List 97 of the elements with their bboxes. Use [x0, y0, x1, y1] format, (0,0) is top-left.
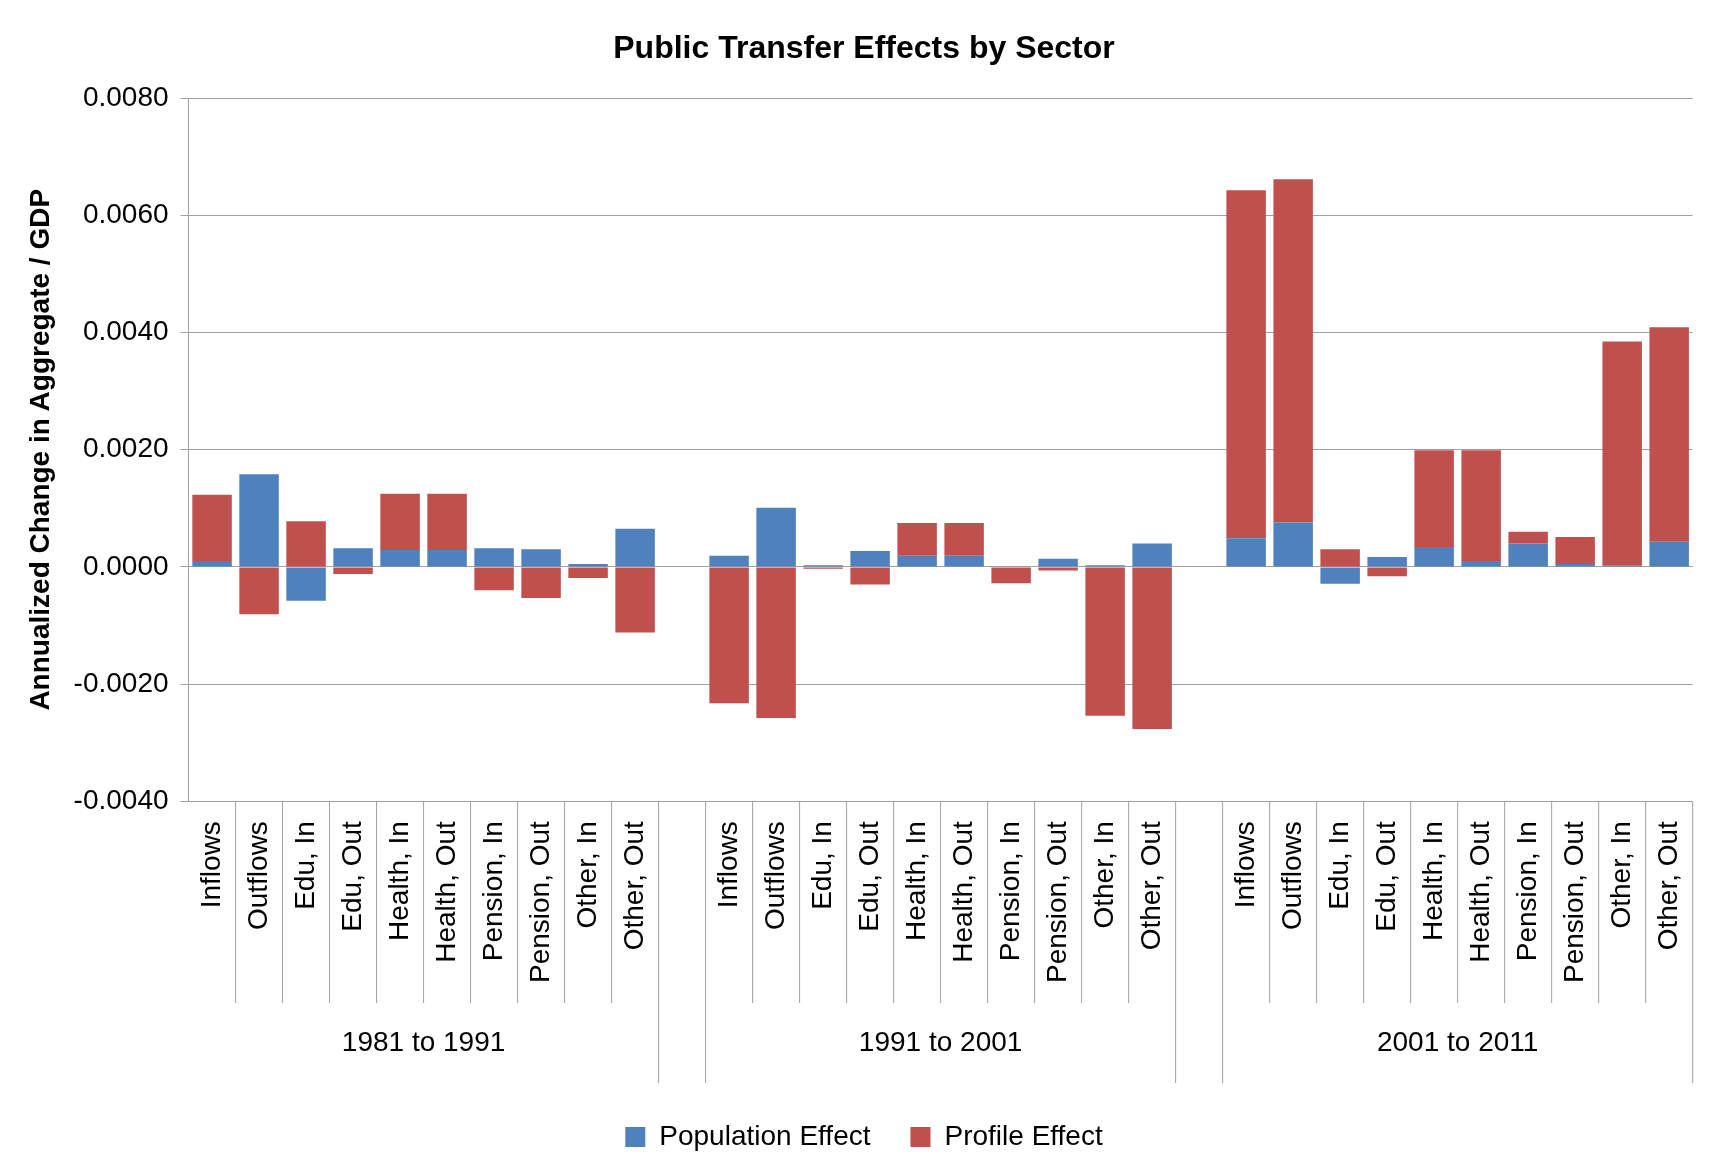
bar — [380, 549, 420, 567]
bar — [1367, 567, 1407, 577]
bar — [1649, 541, 1689, 567]
x-tick-label: Inflows — [711, 821, 743, 909]
x-tick-label: Inflows — [194, 821, 226, 909]
x-tick-label: Other, Out — [1651, 820, 1683, 951]
x-tick-label: Pension, Out — [1557, 820, 1589, 983]
bar — [756, 567, 796, 718]
x-tick-label: Health, In — [382, 821, 414, 941]
bar — [521, 567, 561, 598]
bar — [1273, 522, 1313, 567]
bar — [897, 522, 937, 556]
bar — [474, 548, 514, 567]
bar — [1461, 561, 1501, 567]
x-tick-label: Pension, Out — [523, 820, 555, 983]
bar — [239, 567, 279, 615]
x-tick-label: Outflows — [241, 821, 273, 931]
bar — [427, 549, 467, 567]
x-tick-label: Edu, Out — [852, 820, 884, 932]
x-tick-label: Health, Out — [1463, 820, 1495, 963]
x-tick-label: Other, Out — [1134, 820, 1166, 951]
x-tick-label: Edu, Out — [335, 820, 367, 932]
bar — [568, 567, 608, 579]
bar — [944, 522, 984, 556]
bar — [1367, 556, 1407, 567]
bar — [897, 555, 937, 567]
x-tick-label: Edu, In — [1322, 821, 1354, 910]
x-tick-label: Edu, In — [288, 821, 320, 910]
bar — [709, 555, 749, 567]
bar — [615, 528, 655, 567]
legend-label: Profile Effect — [944, 1119, 1103, 1151]
y-tick-label: 0.0080 — [82, 81, 169, 113]
bar — [756, 507, 796, 567]
bar — [1320, 549, 1360, 567]
x-tick-label: Outflows — [1275, 821, 1307, 931]
bar — [474, 567, 514, 591]
x-tick-label: Other, Out — [617, 820, 649, 951]
bar — [1649, 327, 1689, 542]
bar — [286, 567, 326, 601]
x-tick-label: Pension, Out — [1040, 820, 1072, 983]
y-tick-label: -0.0040 — [73, 783, 169, 815]
x-tick-label: Pension, In — [1510, 821, 1542, 962]
x-tick-label: Pension, In — [993, 821, 1025, 962]
bar — [944, 555, 984, 567]
bar — [192, 561, 232, 567]
x-tick-label: Edu, Out — [1369, 820, 1401, 932]
bar — [1555, 537, 1595, 564]
x-tick-label: Other, In — [1087, 821, 1119, 929]
text: 1991 to 2001 — [858, 1025, 1023, 1057]
bar — [1085, 567, 1125, 716]
y-tick-label: 0.0040 — [82, 315, 169, 347]
bar — [850, 551, 890, 567]
bar — [333, 548, 373, 567]
x-tick-label: Pension, In — [476, 821, 508, 962]
bar — [991, 567, 1031, 584]
bar — [1226, 190, 1266, 539]
x-tick-label: Other, In — [570, 821, 602, 929]
y-tick-label: 0.0020 — [82, 432, 169, 464]
x-tick-label: Edu, In — [805, 821, 837, 910]
bar — [709, 567, 749, 704]
x-tick-label: Outflows — [758, 821, 790, 931]
bar — [286, 521, 326, 567]
y-tick-label: 0.0060 — [82, 198, 169, 230]
x-tick-label: Health, Out — [429, 820, 461, 963]
bar — [1038, 567, 1078, 571]
bar — [1226, 538, 1266, 567]
bar — [1508, 543, 1548, 567]
bar — [1508, 531, 1548, 544]
legend-label: Population Effect — [659, 1119, 871, 1151]
bar — [850, 567, 890, 585]
bar — [1132, 567, 1172, 730]
bar — [1132, 543, 1172, 567]
y-tick-label: 0.0000 — [82, 549, 169, 581]
text: 2001 to 2011 — [1376, 1025, 1539, 1057]
x-tick-label: Health, In — [899, 821, 931, 941]
bar — [1414, 546, 1454, 567]
x-tick-label: Other, In — [1604, 821, 1636, 929]
x-tick-label: Health, Out — [946, 820, 978, 963]
x-tick-label: Inflows — [1228, 821, 1260, 909]
bar — [1273, 179, 1313, 523]
bar — [521, 549, 561, 567]
bar — [1461, 450, 1501, 562]
bar — [192, 494, 232, 562]
bar — [615, 567, 655, 633]
bar — [1320, 567, 1360, 584]
bar — [1038, 558, 1078, 567]
text: 1981 to 1991 — [341, 1025, 506, 1057]
bar — [427, 493, 467, 550]
x-tick-label: Health, In — [1416, 821, 1448, 941]
bar — [1602, 341, 1642, 566]
y-axis-title: Annualized Change in Aggregate / GDP — [23, 188, 55, 711]
bar — [239, 474, 279, 567]
chart-title: Public Transfer Effects by Sector — [613, 29, 1115, 66]
bar — [1414, 450, 1454, 547]
bar — [380, 493, 420, 550]
bar — [333, 567, 373, 574]
y-tick-label: -0.0020 — [73, 666, 169, 698]
